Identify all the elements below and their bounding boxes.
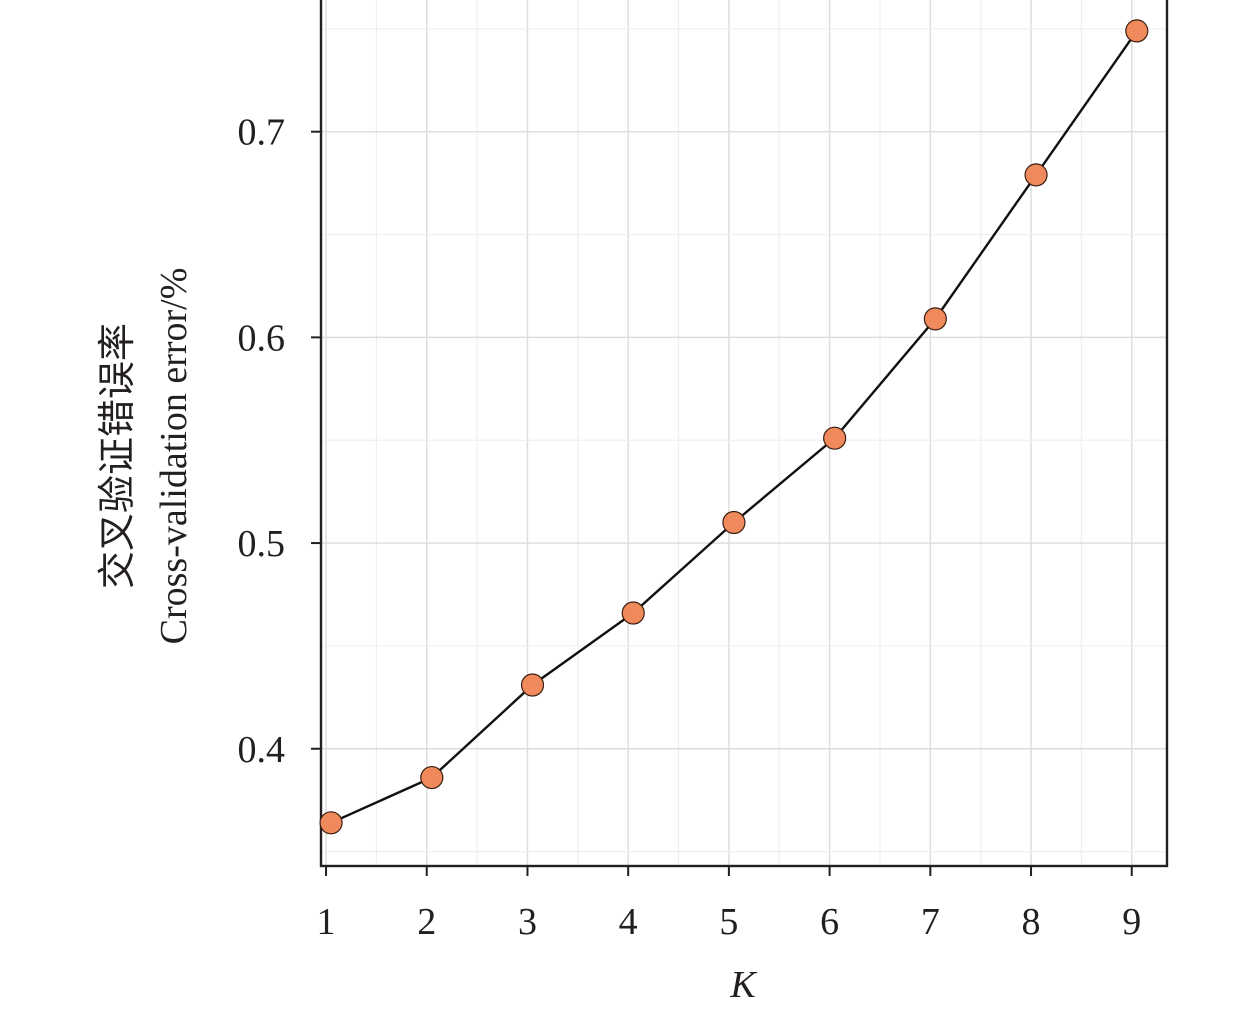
data-point: [520, 673, 545, 697]
y-tick-label: 0.6: [238, 317, 286, 359]
x-tick-label: 4: [619, 901, 638, 943]
x-tick-labels: 1 2 3 4 5 6 7 8 9: [317, 901, 1142, 943]
y-tick-labels: 0.4 0.5 0.6 0.7: [238, 112, 286, 771]
y-tick-label: 0.7: [238, 112, 286, 154]
data-point: [621, 601, 645, 625]
y-tick-label: 0.5: [238, 523, 286, 565]
x-tick-label: 5: [719, 901, 738, 943]
y-axis-title-en: Cross-validation error/%: [153, 268, 195, 645]
data-point: [319, 811, 343, 835]
series-line: [330, 30, 1138, 824]
data-points: [319, 19, 1149, 835]
data-point: [1125, 19, 1149, 43]
x-tick-label: 2: [417, 901, 436, 943]
data-point: [823, 426, 847, 450]
grid: [321, 0, 1167, 866]
x-axis-title: K: [729, 964, 757, 1006]
ticks: [311, 130, 1133, 876]
data-point: [1024, 163, 1048, 187]
x-tick-label: 1: [317, 901, 336, 943]
x-tick-label: 3: [518, 901, 537, 943]
y-axis-title-zh: 交叉验证错误率: [97, 323, 139, 589]
x-tick-label: 8: [1022, 901, 1041, 943]
plot-frame: [319, 0, 1169, 868]
data-point: [722, 510, 746, 535]
x-tick-label: 6: [820, 901, 839, 943]
x-tick-label: 7: [921, 901, 940, 943]
y-tick-label: 0.4: [238, 729, 286, 771]
data-point: [420, 765, 444, 790]
data-point: [923, 307, 947, 331]
x-tick-label: 9: [1122, 901, 1141, 943]
